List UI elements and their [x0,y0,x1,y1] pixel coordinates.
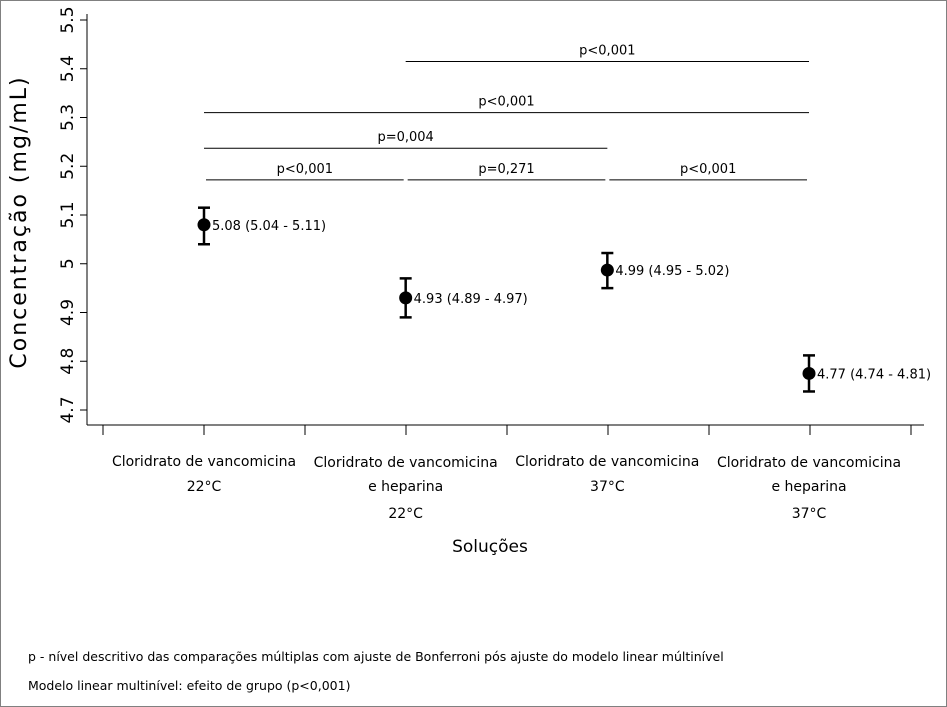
comparison-p-label: p<0,001 [579,43,635,58]
x-category-labels: Cloridrato de vancomicina 22°C Cloridrato … [112,454,901,522]
x-category-label: 22°C [187,479,222,495]
data-point [802,366,816,380]
y-tick-label: 5.4 [58,55,78,82]
x-category-label: Cloridrato de vancomicina [112,454,296,470]
comparison-p-label: p<0,001 [680,162,736,177]
comparisons: p<0,001 p=0,271 p<0,001 p=0,004 p<0,001 p<0,0… [204,43,810,181]
x-category-label: Cloridrato de vancomicina [314,455,498,471]
x-category-label: e heparina [368,479,443,495]
x-ticks [102,425,912,435]
y-ticks: 4.7 4.8 4.9 5 5.1 5.2 5.3 5.4 5.5 [58,6,87,424]
footnote-multilevel: Modelo linear multinível: efeito de grup… [28,678,351,693]
data-point-label: 5.08 (5.04 - 5.11) [212,219,326,234]
data-point-label: 4.77 (4.74 - 4.81) [817,367,931,382]
y-tick-label: 5.1 [58,201,78,228]
x-axis-title: Soluções [452,537,528,557]
x-category-label: Cloridrato de vancomicina [515,454,699,470]
y-tick-label: 4.8 [58,348,78,375]
y-axis-title: Concentração (mg/mL) [7,75,32,368]
points: 5.08 (5.04 - 5.11) 4.93 (4.89 - 4.97) 4.99… [197,206,931,393]
data-point-label: 4.99 (4.95 - 5.02) [615,264,729,279]
chart: 4.7 4.8 4.9 5 5.1 5.2 5.3 5.4 5.5 p<0,001 p=0,271… [7,6,931,557]
y-tick-label: 4.9 [58,299,78,326]
x-category-label: 37°C [792,506,827,522]
y-tick-label: 5.3 [58,104,78,131]
footnote-bonferroni: p - nível descritivo das comparações múl… [28,649,724,664]
x-category-label: e heparina [771,479,846,495]
comparison-p-label: p=0,004 [377,130,433,145]
data-point [197,218,211,232]
comparison-p-label: p<0,001 [478,95,534,110]
y-tick-label: 5.2 [58,153,78,180]
axes [86,14,924,426]
comparison-p-label: p<0,001 [277,162,333,177]
x-category-label: 22°C [388,506,423,522]
y-tick-label: 5.5 [58,6,78,33]
y-tick-label: 5 [58,258,78,269]
data-point-label: 4.93 (4.89 - 4.97) [414,292,528,307]
data-point [399,291,413,305]
x-category-label: Cloridrato de vancomicina [717,455,901,471]
data-point [600,263,614,277]
x-category-label: 37°C [590,479,625,495]
y-tick-label: 4.7 [58,396,78,423]
comparison-p-label: p=0,271 [478,162,534,177]
